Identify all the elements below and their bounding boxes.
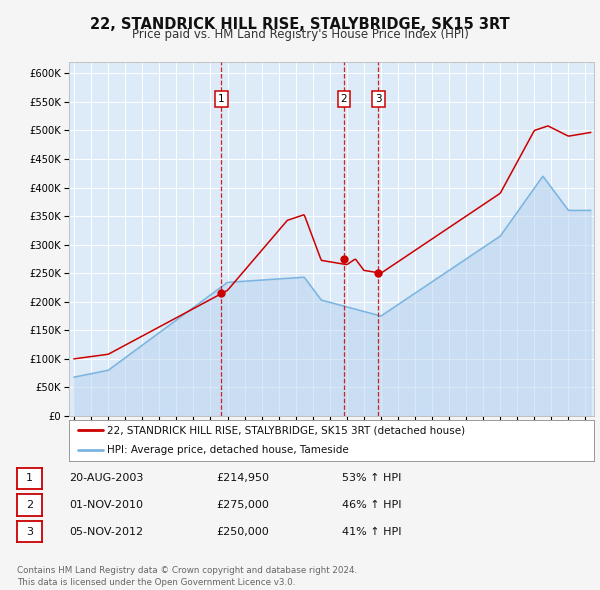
Text: 3: 3: [26, 527, 33, 536]
Text: 22, STANDRICK HILL RISE, STALYBRIDGE, SK15 3RT (detached house): 22, STANDRICK HILL RISE, STALYBRIDGE, SK…: [107, 425, 466, 435]
Text: 53% ↑ HPI: 53% ↑ HPI: [342, 474, 401, 483]
Text: 3: 3: [375, 94, 382, 104]
Text: £275,000: £275,000: [216, 500, 269, 510]
Text: HPI: Average price, detached house, Tameside: HPI: Average price, detached house, Tame…: [107, 445, 349, 455]
Text: 1: 1: [26, 474, 33, 483]
Text: 1: 1: [218, 94, 224, 104]
Text: 05-NOV-2012: 05-NOV-2012: [69, 527, 143, 536]
Text: 20-AUG-2003: 20-AUG-2003: [69, 474, 143, 483]
Text: 2: 2: [26, 500, 33, 510]
Text: Contains HM Land Registry data © Crown copyright and database right 2024.
This d: Contains HM Land Registry data © Crown c…: [17, 566, 357, 587]
Text: 2: 2: [341, 94, 347, 104]
Text: £250,000: £250,000: [216, 527, 269, 536]
Text: 22, STANDRICK HILL RISE, STALYBRIDGE, SK15 3RT: 22, STANDRICK HILL RISE, STALYBRIDGE, SK…: [90, 17, 510, 31]
Text: Price paid vs. HM Land Registry's House Price Index (HPI): Price paid vs. HM Land Registry's House …: [131, 28, 469, 41]
Text: 41% ↑ HPI: 41% ↑ HPI: [342, 527, 401, 536]
Text: 01-NOV-2010: 01-NOV-2010: [69, 500, 143, 510]
Text: 46% ↑ HPI: 46% ↑ HPI: [342, 500, 401, 510]
Text: £214,950: £214,950: [216, 474, 269, 483]
